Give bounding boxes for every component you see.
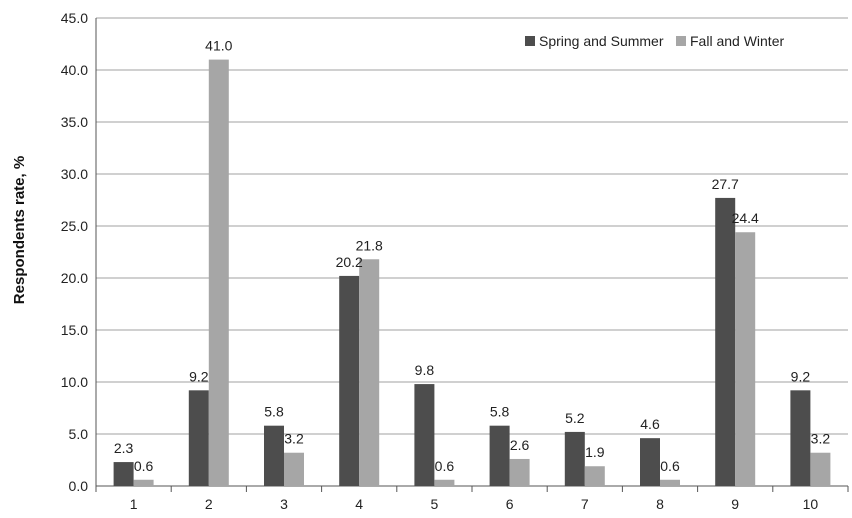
bar-fall-winter — [509, 458, 530, 486]
data-label: 5.8 — [490, 404, 510, 420]
x-tick-label: 3 — [280, 496, 288, 512]
bar-spring-summer — [339, 275, 360, 486]
legend-swatch — [676, 36, 686, 46]
data-label: 3.2 — [811, 431, 831, 447]
x-tick-label: 8 — [656, 496, 664, 512]
data-label: 5.2 — [565, 410, 585, 426]
data-label: 20.2 — [336, 254, 363, 270]
data-label: 21.8 — [356, 237, 383, 253]
bar-fall-winter — [810, 452, 831, 486]
data-label: 1.9 — [585, 444, 605, 460]
data-label: 24.4 — [732, 210, 759, 226]
bar-fall-winter — [284, 452, 304, 486]
data-label: 41.0 — [205, 38, 232, 54]
bar-fall-winter — [434, 479, 455, 486]
y-tick-label: 40.0 — [61, 62, 88, 78]
data-label: 2.3 — [114, 440, 134, 456]
y-tick-label: 10.0 — [61, 374, 88, 390]
legend-swatch — [525, 36, 535, 46]
data-label: 0.6 — [435, 458, 455, 474]
x-tick-label: 5 — [431, 496, 439, 512]
data-label: 0.6 — [134, 458, 154, 474]
data-label: 9.2 — [189, 368, 209, 384]
bar-spring-summer — [188, 390, 209, 486]
y-tick-label: 15.0 — [61, 322, 88, 338]
x-tick-label: 7 — [581, 496, 589, 512]
bar-spring-summer — [414, 384, 435, 486]
data-label: 9.2 — [791, 368, 811, 384]
legend-label: Fall and Winter — [690, 33, 784, 49]
bar-fall-winter — [660, 479, 680, 486]
bar-fall-winter — [584, 466, 605, 486]
x-tick-label: 1 — [130, 496, 138, 512]
bar-spring-summer — [264, 425, 284, 486]
y-axis-title: Respondents rate, % — [11, 156, 28, 304]
x-tick-label: 4 — [355, 496, 363, 512]
x-tick-label: 2 — [205, 496, 213, 512]
bar-spring-summer — [113, 462, 134, 486]
data-label: 27.7 — [712, 176, 739, 192]
bar-fall-winter — [208, 59, 229, 486]
x-tick-label: 6 — [506, 496, 514, 512]
data-label: 9.8 — [415, 362, 435, 378]
y-tick-label: 35.0 — [61, 114, 88, 130]
y-tick-label: 20.0 — [61, 270, 88, 286]
axes: 0.0 5.0 10.0 15.0 20.0 25.0 30.0 35.0 40.0 45.0 1 2… — [61, 10, 849, 512]
bar-fall-winter — [359, 259, 380, 486]
bar-spring-summer — [790, 390, 811, 486]
y-tick-label: 45.0 — [61, 10, 88, 26]
y-tick-label: 30.0 — [61, 166, 88, 182]
data-labels: 2.30.69.241.05.83.220.221.89.80.65.82.65… — [114, 38, 830, 474]
bar-spring-summer — [489, 425, 510, 486]
legend-label: Spring and Summer — [539, 33, 664, 49]
y-tick-label: 25.0 — [61, 218, 88, 234]
y-tick-label: 5.0 — [69, 426, 89, 442]
bar-spring-summer — [715, 197, 736, 487]
data-label: 2.6 — [510, 437, 530, 453]
x-tick-label: 9 — [731, 496, 739, 512]
data-label: 0.6 — [660, 458, 680, 474]
bar-fall-winter — [735, 232, 756, 486]
bar-fall-winter — [133, 479, 154, 486]
bars — [113, 59, 831, 487]
y-tick-label: 0.0 — [69, 478, 89, 494]
data-label: 3.2 — [284, 431, 304, 447]
bar-spring-summer — [640, 438, 660, 486]
data-label: 4.6 — [640, 416, 660, 432]
data-label: 5.8 — [264, 404, 284, 420]
x-tick-label: 10 — [803, 496, 819, 512]
bar-spring-summer — [564, 431, 585, 486]
legend: Spring and Summer Fall and Winter — [525, 33, 784, 49]
